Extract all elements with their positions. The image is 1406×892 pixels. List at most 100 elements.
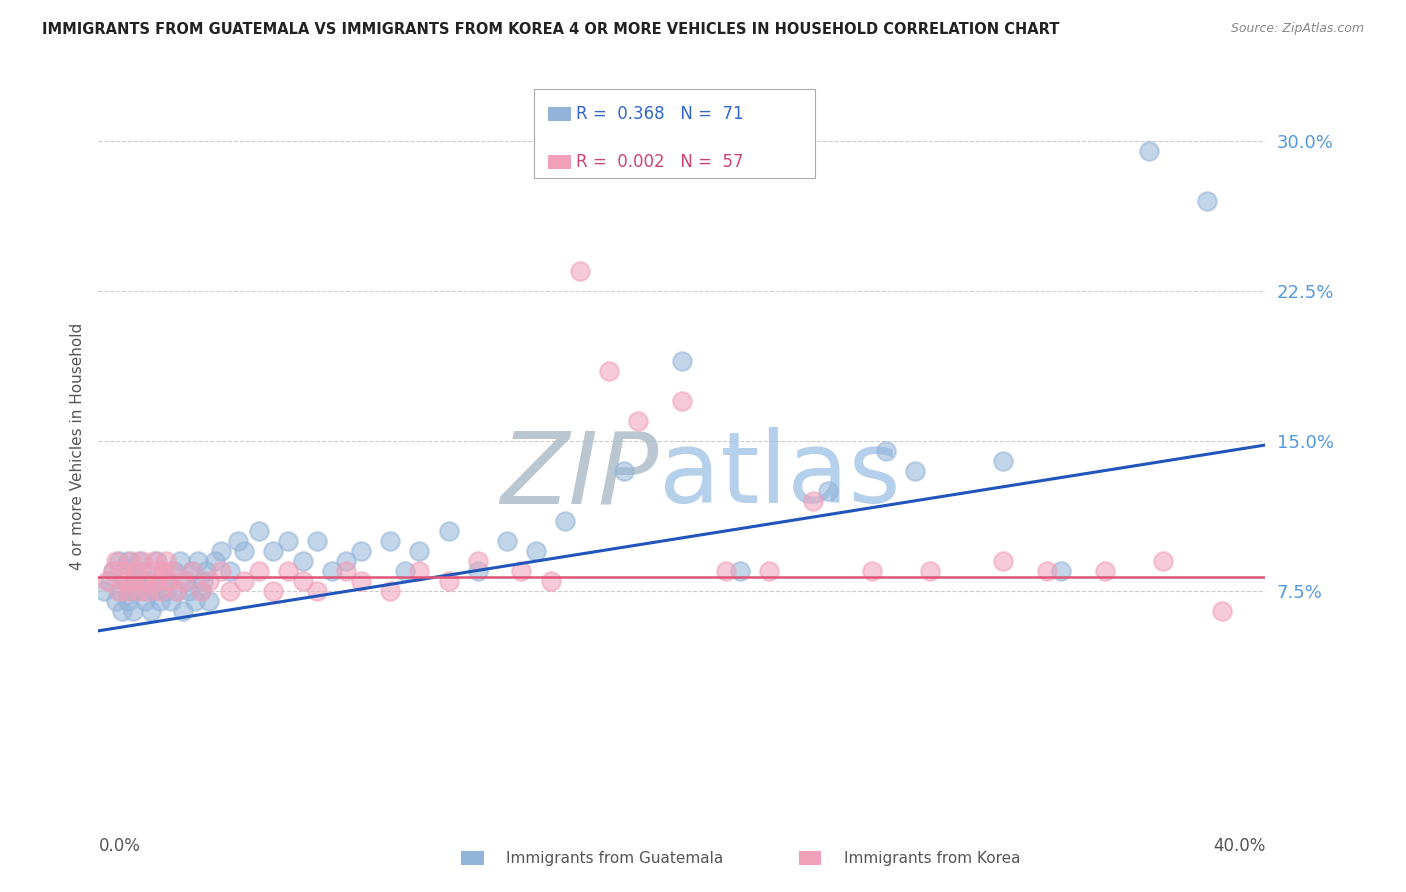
Text: atlas: atlas	[658, 427, 900, 524]
Point	[510, 564, 533, 578]
Point	[247, 524, 270, 538]
Point	[190, 583, 212, 598]
Point	[307, 583, 329, 598]
Point	[111, 564, 134, 578]
Point	[93, 583, 115, 598]
Text: IMMIGRANTS FROM GUATEMALA VS IMMIGRANTS FROM KOREA 4 OR MORE VEHICLES IN HOUSEHO: IMMIGRANTS FROM GUATEMALA VS IMMIGRANTS …	[42, 22, 1060, 37]
Point	[335, 554, 357, 568]
Point	[117, 554, 139, 568]
Point	[96, 574, 118, 588]
Point	[904, 464, 927, 478]
Point	[262, 583, 284, 598]
Point	[120, 583, 142, 598]
Point	[190, 583, 212, 598]
Point	[172, 604, 194, 618]
Point	[157, 574, 180, 588]
Point	[437, 524, 460, 538]
Point	[1035, 564, 1057, 578]
Point	[408, 544, 430, 558]
Point	[152, 564, 174, 578]
Point	[195, 564, 218, 578]
Point	[496, 533, 519, 548]
Point	[149, 594, 172, 608]
Point	[860, 564, 883, 578]
Point	[291, 554, 314, 568]
Point	[1050, 564, 1073, 578]
Point	[380, 583, 402, 598]
Point	[568, 264, 591, 278]
Point	[758, 564, 780, 578]
Text: Immigrants from Guatemala: Immigrants from Guatemala	[506, 851, 724, 865]
Point	[142, 583, 165, 598]
Point	[218, 564, 240, 578]
Point	[125, 583, 148, 598]
Point	[209, 544, 232, 558]
Point	[146, 554, 169, 568]
Point	[166, 583, 188, 598]
Point	[117, 583, 139, 598]
Point	[671, 354, 693, 368]
Point	[174, 574, 197, 588]
Point	[198, 594, 221, 608]
Point	[467, 564, 489, 578]
Point	[157, 574, 180, 588]
Point	[114, 574, 136, 588]
Point	[155, 554, 177, 568]
Point	[350, 544, 373, 558]
Point	[1152, 554, 1174, 568]
Point	[104, 554, 127, 568]
Point	[160, 564, 183, 578]
Point	[139, 604, 162, 618]
Point	[134, 594, 156, 608]
Point	[204, 554, 226, 568]
Point	[136, 583, 159, 598]
Text: R =  0.368   N =  71: R = 0.368 N = 71	[576, 105, 744, 123]
Point	[166, 583, 188, 598]
Point	[180, 564, 202, 578]
Point	[277, 533, 299, 548]
Point	[152, 564, 174, 578]
Point	[169, 554, 191, 568]
Point	[128, 583, 150, 598]
Point	[233, 574, 256, 588]
Point	[101, 564, 124, 578]
Point	[918, 564, 941, 578]
Point	[183, 594, 205, 608]
Point	[991, 454, 1014, 468]
Point	[149, 583, 172, 598]
Point	[233, 544, 256, 558]
Point	[120, 554, 142, 568]
Point	[160, 594, 183, 608]
Point	[262, 544, 284, 558]
Point	[228, 533, 250, 548]
Point	[146, 574, 169, 588]
Point	[134, 583, 156, 598]
Text: 40.0%: 40.0%	[1213, 837, 1265, 855]
Point	[209, 564, 232, 578]
Text: R =  0.002   N =  57: R = 0.002 N = 57	[576, 153, 744, 171]
Point	[1094, 564, 1116, 578]
Point	[612, 464, 634, 478]
Point	[437, 574, 460, 588]
Point	[163, 564, 186, 578]
Point	[187, 554, 209, 568]
Point	[467, 554, 489, 568]
Point	[1137, 145, 1160, 159]
Point	[193, 574, 215, 588]
Point	[801, 494, 824, 508]
Point	[155, 583, 177, 598]
Point	[307, 533, 329, 548]
Point	[218, 583, 240, 598]
Point	[277, 564, 299, 578]
Point	[247, 564, 270, 578]
Point	[991, 554, 1014, 568]
Point	[98, 574, 121, 588]
Text: ZIP: ZIP	[501, 427, 658, 524]
Point	[350, 574, 373, 588]
Point	[554, 514, 576, 528]
Text: Source: ZipAtlas.com: Source: ZipAtlas.com	[1230, 22, 1364, 36]
Point	[172, 574, 194, 588]
Point	[122, 604, 145, 618]
Point	[125, 574, 148, 588]
Point	[108, 554, 131, 568]
